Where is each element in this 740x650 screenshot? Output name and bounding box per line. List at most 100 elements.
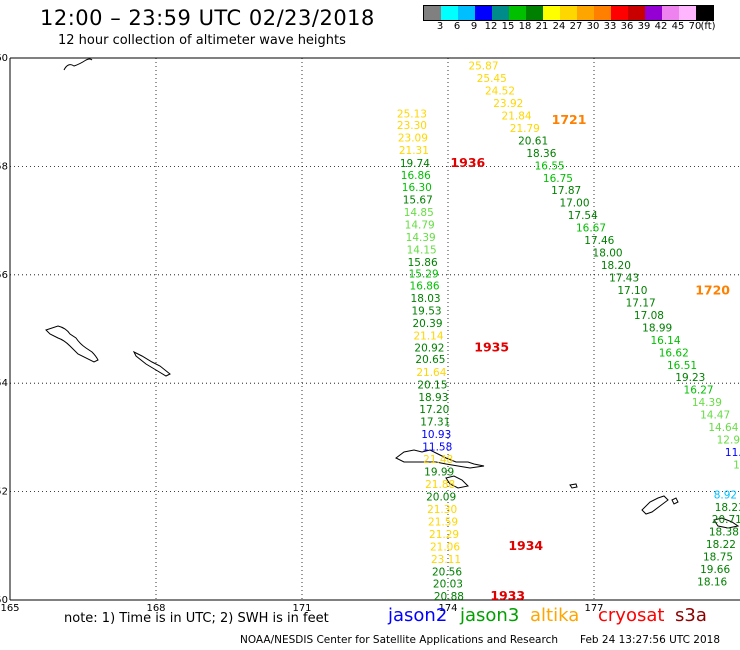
color-scale-label: 24 xyxy=(552,21,566,32)
wave-height-value: 20.65 xyxy=(415,354,445,366)
lon-label: 174 xyxy=(438,603,457,614)
legend-jason3: jason3 xyxy=(460,605,520,626)
color-scale-label: 3 xyxy=(436,21,444,32)
wave-height-value: 10.93 xyxy=(421,429,451,441)
lat-label: 52 xyxy=(0,487,8,498)
color-scale-label: 27 xyxy=(569,21,583,32)
wave-height-value: 25.45 xyxy=(477,73,507,85)
wave-height-value: 17.20 xyxy=(419,404,449,416)
lat-label: 58 xyxy=(0,161,8,172)
wave-height-value: 11.58 xyxy=(422,442,452,454)
wave-height-value: 21.59 xyxy=(428,516,458,528)
island-kiska xyxy=(641,495,669,515)
wave-height-value: 15.67 xyxy=(403,194,433,206)
wave-height-value: 20.09 xyxy=(426,491,456,503)
wave-height-value: 18.20 xyxy=(601,260,631,272)
color-swatch xyxy=(424,6,441,20)
color-swatch xyxy=(594,6,611,20)
wave-height-value: 21.48 xyxy=(423,454,453,466)
wave-height-value: 19.53 xyxy=(412,306,442,318)
map-title: 12:00 – 23:59 UTC 02/23/2018 xyxy=(40,6,375,30)
wave-height-value: 18.75 xyxy=(703,552,733,564)
legend-s3a: s3a xyxy=(675,605,707,626)
island-st-matthew xyxy=(45,325,99,363)
pass-time-label: 1935 xyxy=(474,339,509,354)
pass-time-label: 1934 xyxy=(508,538,543,553)
color-swatch xyxy=(628,6,645,20)
color-scale-label: 39 xyxy=(637,21,651,32)
footer-timestamp: Feb 24 13:27:56 UTC 2018 xyxy=(580,634,720,646)
wave-height-value: 16.62 xyxy=(659,347,689,359)
wave-height-points: 25.1323.3023.0921.3119.7416.8616.3015.67… xyxy=(397,61,740,604)
wave-height-value: 18.03 xyxy=(411,293,441,305)
wave-height-value: 18.99 xyxy=(642,322,672,334)
wave-height-value: 14.39 xyxy=(406,232,436,244)
footer-note: note: 1) Time is in UTC; 2) SWH is in fe… xyxy=(64,611,329,626)
wave-height-value: 17.54 xyxy=(568,210,598,222)
color-swatch xyxy=(560,6,577,20)
wave-height-value: 23.09 xyxy=(398,133,428,145)
color-swatch xyxy=(577,6,594,20)
wave-height-value: 16.55 xyxy=(535,160,565,172)
color-scale-label: 36 xyxy=(620,21,634,32)
lon-label: 168 xyxy=(146,603,165,614)
wave-height-value: 20.61 xyxy=(518,135,548,147)
wave-height-value: 17.31 xyxy=(420,417,450,429)
legend-cryosat: cryosat xyxy=(598,605,665,626)
wave-height-value: 17.87 xyxy=(551,185,581,197)
wave-height-value: 21.14 xyxy=(413,331,443,343)
color-scale-label: 15 xyxy=(501,21,515,32)
wave-height-value: 16.75 xyxy=(543,173,573,185)
island-attu xyxy=(395,449,485,469)
wave-height-value: 20.39 xyxy=(412,318,442,330)
wave-height-value: 17.00 xyxy=(559,198,589,210)
island-buldir xyxy=(569,483,578,489)
lat-label: 60 xyxy=(0,53,8,64)
legend-altika: altika xyxy=(530,605,580,626)
wave-height-value: 21.79 xyxy=(510,123,540,135)
wave-height-value: 16.67 xyxy=(576,223,606,235)
wave-height-value: 14.79 xyxy=(405,219,435,231)
legend-jason2: jason2 xyxy=(388,605,448,626)
color-swatch xyxy=(492,6,509,20)
wave-height-value: 17.08 xyxy=(634,310,664,322)
wave-height-value: 21.88 xyxy=(425,479,455,491)
wave-height-value: 23.11 xyxy=(431,554,461,566)
wave-height-value: 18.00 xyxy=(593,248,623,260)
island-rat-small-1 xyxy=(671,497,679,505)
color-scale-label: 45 xyxy=(671,21,685,32)
wave-height-value: 19.99 xyxy=(424,467,454,479)
wave-height-value: 18.23 xyxy=(715,502,740,514)
wave-height-value: 16.27 xyxy=(684,385,714,397)
wave-height-value: 20.56 xyxy=(432,566,462,578)
wave-height-value: 20.92 xyxy=(414,342,444,354)
wave-height-value: 12.97 xyxy=(717,435,740,447)
lat-label: 56 xyxy=(0,270,8,281)
wave-height-value: 8.92 xyxy=(714,489,737,501)
island-agattu xyxy=(445,475,470,489)
wave-height-value: 14.47 xyxy=(700,410,730,422)
wave-height-value: 19.23 xyxy=(675,372,705,384)
wave-height-value: 17.43 xyxy=(609,273,639,285)
color-scale-labels: 3 6 9 12 15 18 21 24 27 30 33 36 39 42 45 70 (ft) xyxy=(423,21,740,33)
wave-height-value: 18.38 xyxy=(709,527,739,539)
wave-height-value: 20.15 xyxy=(417,379,447,391)
color-swatch xyxy=(645,6,662,20)
wave-height-value: 23.92 xyxy=(493,98,523,110)
wave-height-value: 23.30 xyxy=(397,120,427,132)
color-swatch xyxy=(696,6,713,20)
lat-lon-grid: 60 58 56 54 52 50165 168 171 174 177 xyxy=(0,53,740,614)
color-swatch xyxy=(662,6,679,20)
wave-height-value: 14.39 xyxy=(692,397,722,409)
color-scale-bar xyxy=(423,5,714,21)
color-swatch xyxy=(509,6,526,20)
wave-height-value: 14.85 xyxy=(404,207,434,219)
island-amchitka xyxy=(713,517,740,529)
wave-height-value: 21.30 xyxy=(427,504,457,516)
color-scale-label: 33 xyxy=(603,21,617,32)
wave-height-value: 16.14 xyxy=(650,335,680,347)
wave-height-value: 17.46 xyxy=(584,235,614,247)
wave-height-value: 15.29 xyxy=(409,269,439,281)
wave-height-value: 16.86 xyxy=(401,170,431,182)
